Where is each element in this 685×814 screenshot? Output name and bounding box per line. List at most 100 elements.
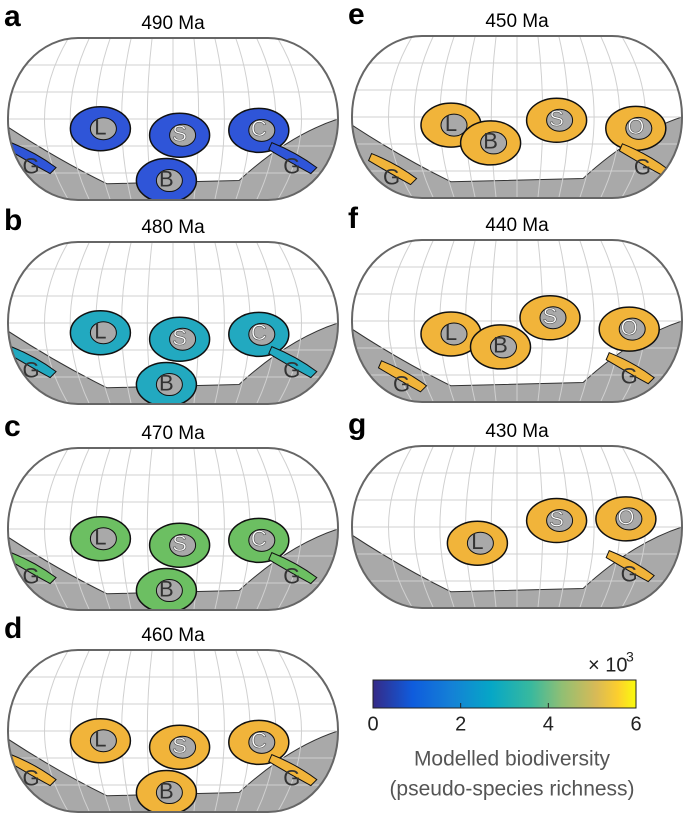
- region-label: L: [445, 320, 457, 345]
- map-panel: [7, 447, 339, 611]
- region-label: C: [251, 116, 267, 141]
- land: [615, 507, 643, 531]
- land: [490, 335, 517, 359]
- region-label: O: [627, 114, 644, 139]
- meridian: [277, 242, 302, 404]
- map-panel: [7, 37, 339, 201]
- colorbar-label: Modelled biodiversity: [414, 748, 611, 771]
- tick-label: 0: [367, 713, 378, 735]
- meridian: [277, 650, 302, 812]
- panel-age: 460 Ma: [141, 625, 205, 646]
- region-label: S: [172, 121, 187, 146]
- map-frame: [351, 35, 683, 199]
- map-frame: [7, 37, 339, 201]
- region-label: B: [493, 333, 508, 358]
- region-label: G: [383, 164, 400, 189]
- region-label: B: [159, 370, 174, 395]
- panel-letter: e: [348, 0, 365, 31]
- region-label: G: [634, 155, 651, 180]
- habitat: [268, 753, 318, 787]
- map-content: [8, 242, 338, 404]
- meridian: [214, 448, 225, 610]
- meridian: [69, 242, 90, 404]
- map-frame: [351, 445, 683, 609]
- land: [155, 579, 183, 603]
- habitat: [367, 152, 418, 186]
- region-label: G: [283, 357, 300, 382]
- map-content: [352, 446, 682, 608]
- tick-label: 4: [543, 713, 554, 735]
- meridian: [413, 36, 434, 198]
- meridian: [44, 650, 69, 812]
- land: [169, 533, 197, 557]
- map-panel: [351, 35, 683, 199]
- land: [466, 531, 494, 555]
- region-label: G: [23, 765, 40, 790]
- land: [8, 528, 338, 610]
- land: [169, 123, 197, 147]
- meridian: [69, 38, 90, 200]
- meridian: [44, 38, 69, 200]
- meridian: [277, 38, 302, 200]
- region-label: O: [621, 315, 638, 340]
- map-frame: [7, 649, 339, 813]
- habitat: [268, 141, 318, 175]
- land: [89, 527, 117, 551]
- region-label: G: [393, 372, 410, 397]
- land: [155, 169, 183, 193]
- habitat: [8, 141, 57, 175]
- map-frame: [351, 239, 683, 403]
- meridian: [439, 446, 455, 608]
- meridian: [388, 240, 413, 402]
- land: [155, 781, 183, 805]
- meridian: [69, 448, 90, 610]
- region-label: O: [617, 505, 634, 530]
- meridian: [214, 242, 225, 404]
- meridian: [69, 650, 90, 812]
- meridian: [490, 36, 497, 198]
- region-label: L: [471, 529, 483, 554]
- meridian: [579, 446, 595, 608]
- map-panel: [351, 445, 683, 609]
- land: [89, 321, 117, 345]
- land: [352, 320, 682, 402]
- panel-letter: b: [4, 204, 22, 237]
- map-content: [8, 650, 338, 812]
- land: [248, 322, 276, 346]
- region-label: G: [283, 765, 300, 790]
- tick-label: 6: [630, 713, 641, 735]
- habitat: [605, 549, 655, 583]
- region-label: L: [94, 727, 106, 752]
- region-label: L: [445, 111, 457, 136]
- meridian: [277, 448, 302, 610]
- region-label: G: [23, 153, 40, 178]
- land: [89, 117, 117, 141]
- habitat: [8, 551, 57, 585]
- land: [480, 131, 508, 155]
- panel-age: 490 Ma: [141, 13, 205, 34]
- colorbar: [372, 679, 637, 709]
- meridian: [579, 36, 595, 198]
- meridian: [44, 448, 69, 610]
- land: [352, 116, 682, 198]
- region-label: L: [94, 525, 106, 550]
- meridian: [490, 240, 497, 402]
- panel-age: 440 Ma: [485, 215, 549, 236]
- region-label: G: [283, 563, 300, 588]
- land: [539, 306, 567, 330]
- land: [248, 528, 276, 552]
- map-frame: [7, 447, 339, 611]
- map-content: [352, 36, 682, 198]
- region-label: L: [94, 115, 106, 140]
- region-label: C: [251, 526, 267, 551]
- colorbar-label: (pseudo-species richness): [389, 778, 634, 801]
- habitat: [377, 360, 428, 393]
- region-label: S: [172, 733, 187, 758]
- habitat: [8, 753, 57, 787]
- map-content: [8, 38, 338, 200]
- habitat: [605, 352, 655, 385]
- land: [618, 317, 646, 341]
- region-label: S: [172, 531, 187, 556]
- tick-label: 2: [455, 713, 466, 735]
- meridian: [388, 446, 413, 608]
